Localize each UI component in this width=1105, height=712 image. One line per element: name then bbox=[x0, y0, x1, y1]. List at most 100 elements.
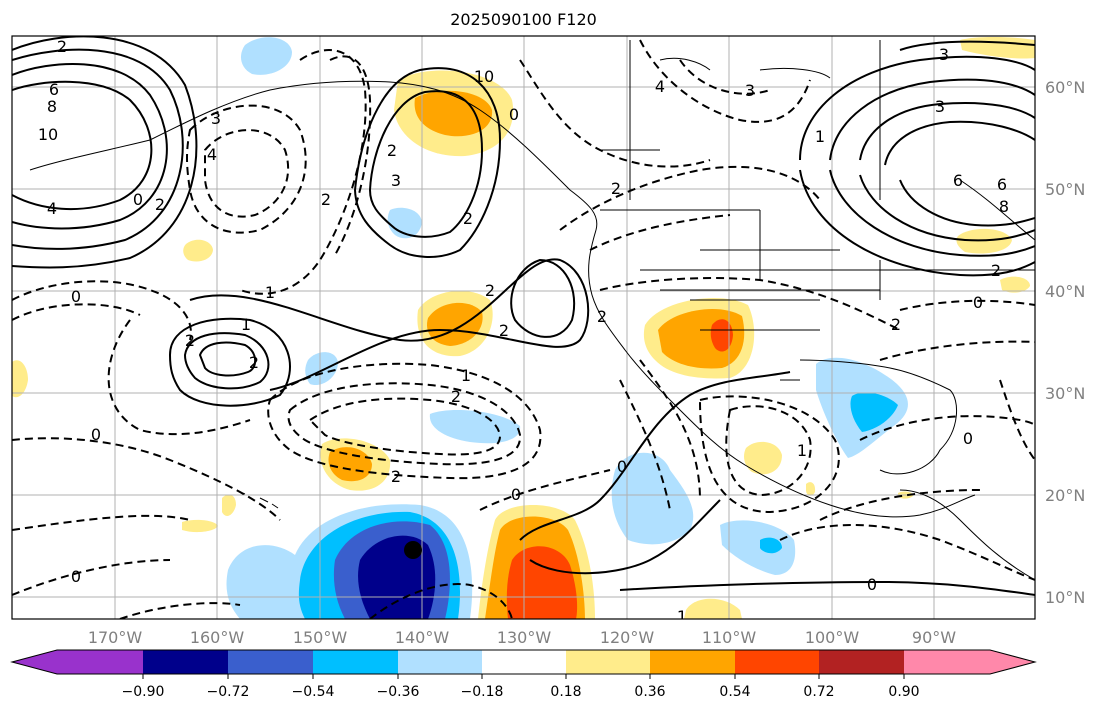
contour-label: 0 bbox=[71, 567, 81, 586]
contour-label: 1 bbox=[677, 607, 687, 626]
colorbar-outline bbox=[10, 649, 1037, 675]
lat-label: 10°N bbox=[1045, 588, 1085, 607]
lon-label: 130°W bbox=[497, 628, 552, 647]
colorbar-segment bbox=[735, 650, 819, 674]
shade-neg-mid bbox=[429, 410, 521, 444]
shade-small-pos1 bbox=[183, 239, 213, 262]
contour-label: 0 bbox=[71, 287, 81, 306]
contour-label: 0 bbox=[91, 425, 101, 444]
shade-small-pos5 bbox=[684, 598, 742, 619]
colorbar-tick-label: −0.72 bbox=[207, 684, 250, 700]
contour-label: 3 bbox=[745, 81, 755, 100]
contour-label: 2 bbox=[991, 261, 1001, 280]
colorbar-segment bbox=[904, 650, 990, 674]
contour-label: 10 bbox=[38, 125, 58, 144]
shade-gulf-neg2 bbox=[850, 392, 898, 432]
colorbar-tick-label: 0.72 bbox=[803, 684, 834, 700]
shade-small-pos2 bbox=[182, 519, 218, 533]
colorbar: −0.90 −0.72 −0.54 −0.36 −0.18 0.18 0.36 … bbox=[10, 649, 1037, 700]
lon-label: 100°W bbox=[805, 628, 860, 647]
contour-label: 1 bbox=[461, 366, 471, 385]
colorbar-tick-label: 0.90 bbox=[888, 684, 919, 700]
shade-mexico-pos3 bbox=[710, 319, 733, 352]
lat-label: 50°N bbox=[1045, 180, 1085, 199]
lon-label: 110°W bbox=[702, 628, 757, 647]
contour-label: 2 bbox=[611, 179, 621, 198]
latitude-axis: 60°N 50°N 40°N 30°N 20°N 10°N bbox=[1045, 78, 1085, 607]
contour-label: 2 bbox=[597, 307, 607, 326]
contour-label: 3 bbox=[391, 171, 401, 190]
contour-label: 2 bbox=[249, 353, 259, 372]
colorbar-segment bbox=[57, 650, 143, 674]
shade-small-pos3 bbox=[222, 494, 236, 516]
contour-lines-solid bbox=[12, 36, 1035, 596]
contour-label: 3 bbox=[211, 109, 221, 128]
shade-carib-neg bbox=[720, 520, 796, 575]
shade-bering-neg bbox=[240, 37, 292, 75]
contour-label: 4 bbox=[207, 145, 217, 164]
shade-pos-hawaii2 bbox=[328, 447, 372, 482]
contour-label: 0 bbox=[509, 105, 519, 124]
contour-label: 0 bbox=[133, 190, 143, 209]
colorbar-segment bbox=[566, 650, 650, 674]
contour-label: 4 bbox=[655, 77, 665, 96]
contour-label: 1 bbox=[265, 283, 275, 302]
contour-label: 2 bbox=[57, 37, 67, 56]
contour-label: 2 bbox=[463, 209, 473, 228]
colorbar-tick-label: 0.18 bbox=[550, 684, 581, 700]
shade-carib-neg2 bbox=[760, 537, 782, 554]
contour-label: 2 bbox=[391, 467, 401, 486]
colorbar-tick-label: −0.18 bbox=[461, 684, 504, 700]
contour-label: 2 bbox=[891, 315, 901, 334]
colorbar-segment bbox=[650, 650, 735, 674]
contour-label: 8 bbox=[47, 97, 57, 116]
contour-labels: 2 6 8 10 4 0 2 3 4 2 3 2 10 0 2 2 4 3 1 … bbox=[38, 37, 1009, 626]
lon-label: 120°W bbox=[600, 628, 655, 647]
contour-label: 0 bbox=[973, 293, 983, 312]
contour-label: 2 bbox=[451, 387, 461, 406]
colorbar-tick-label: −0.54 bbox=[292, 684, 335, 700]
lat-label: 30°N bbox=[1045, 384, 1085, 403]
map-area: 2 6 8 10 4 0 2 3 4 2 3 2 10 0 2 2 4 3 1 … bbox=[12, 36, 1035, 626]
lon-label: 170°W bbox=[88, 628, 143, 647]
colorbar-ticks bbox=[142, 674, 905, 679]
contour-label: 0 bbox=[617, 457, 627, 476]
colorbar-segment bbox=[143, 650, 228, 674]
colorbar-tick-label: 0.36 bbox=[634, 684, 665, 700]
contour-label: 2 bbox=[485, 281, 495, 300]
contour-label: 10 bbox=[474, 67, 494, 86]
contour-label: 1 bbox=[815, 127, 825, 146]
contour-label: 2 bbox=[499, 321, 509, 340]
contour-label: 4 bbox=[47, 199, 57, 218]
contour-label: 0 bbox=[511, 485, 521, 504]
shade-baja-neg bbox=[611, 452, 694, 545]
colorbar-tick-label: −0.90 bbox=[122, 684, 165, 700]
colorbar-segment bbox=[313, 650, 398, 674]
lat-label: 40°N bbox=[1045, 282, 1085, 301]
contour-label: 2 bbox=[387, 141, 397, 160]
contour-label: 3 bbox=[935, 97, 945, 116]
map-title: 2025090100 F120 bbox=[450, 10, 597, 29]
shade-left-pos bbox=[12, 360, 28, 398]
longitude-axis: 170°W 160°W 150°W 140°W 130°W 120°W 110°… bbox=[88, 628, 956, 647]
contour-lines-dashed bbox=[12, 39, 1035, 619]
colorbar-segment bbox=[482, 650, 566, 674]
shade-small-neg2 bbox=[305, 352, 338, 386]
shade-gulf-alaska-pos2 bbox=[414, 90, 493, 137]
contour-label: 6 bbox=[997, 175, 1007, 194]
contour-label-zero-east: 0 bbox=[867, 575, 877, 594]
lat-label: 20°N bbox=[1045, 486, 1085, 505]
contour-label: 3 bbox=[939, 45, 949, 64]
colorbar-extend-max bbox=[990, 650, 1035, 674]
colorbar-tick-label: 0.54 bbox=[719, 684, 750, 700]
colorbar-segment bbox=[819, 650, 904, 674]
lon-label: 150°W bbox=[293, 628, 348, 647]
contour-label: 0 bbox=[963, 429, 973, 448]
contour-label: 8 bbox=[999, 197, 1009, 216]
contour-label: 1 bbox=[797, 441, 807, 460]
map-frame bbox=[11, 35, 1036, 620]
shade-small-pos4 bbox=[744, 441, 782, 475]
lon-label: 140°W bbox=[395, 628, 450, 647]
lat-label: 60°N bbox=[1045, 78, 1085, 97]
